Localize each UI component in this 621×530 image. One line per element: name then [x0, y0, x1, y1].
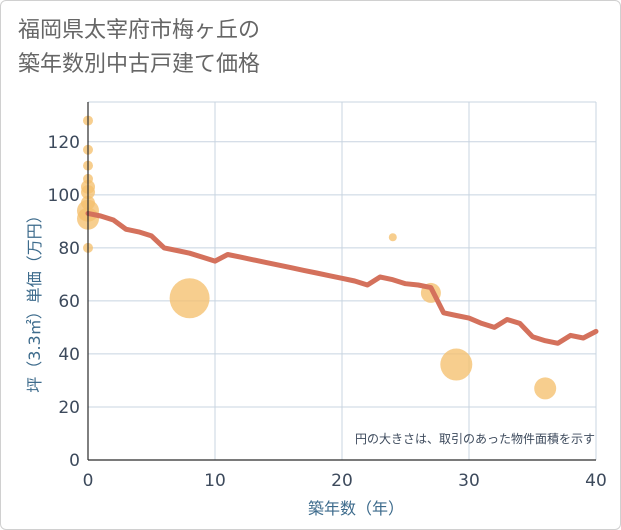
x-tick-label: 10 [204, 471, 226, 491]
axis-layer: 0 20 40 60 80 100 120 0 10 20 30 40 [48, 102, 607, 491]
x-axis-title: 築年数（年） [308, 499, 404, 518]
title-line-1: 福岡県太宰府市梅ヶ丘の [18, 18, 261, 43]
y-tick-label: 0 [69, 451, 80, 471]
x-tick-label: 30 [458, 471, 480, 491]
y-tick-label: 40 [58, 345, 80, 365]
x-tick-label: 40 [585, 471, 607, 491]
x-tick-label: 20 [331, 471, 353, 491]
y-tick-label: 120 [48, 133, 80, 153]
grid-layer [88, 101, 597, 460]
y-tick-label: 60 [58, 292, 80, 312]
bubble-point [169, 278, 210, 319]
bubble-layer [77, 115, 557, 400]
chart-title: 福岡県太宰府市梅ヶ丘の 築年数別中古戸建て価格 [18, 14, 260, 82]
y-tick-label: 80 [58, 239, 80, 259]
y-tick-label: 100 [48, 186, 80, 206]
bubble-point [534, 377, 557, 400]
bubble-point [440, 348, 473, 381]
title-line-2: 築年数別中古戸建て価格 [18, 52, 261, 77]
line-layer [85, 210, 599, 346]
x-tick-label: 0 [83, 471, 94, 491]
y-axis-title: 坪（3.3㎡）単価（万円） [25, 207, 44, 392]
bubble-size-note: 円の大きさは、取引のあった物件面積を示す [355, 431, 595, 446]
avg-price-line [85, 210, 599, 346]
bubble-point [388, 233, 397, 242]
y-tick-label: 20 [58, 398, 80, 418]
